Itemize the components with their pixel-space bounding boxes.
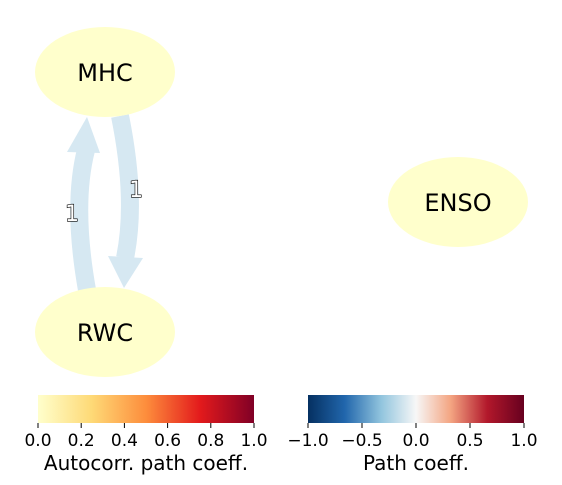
path-tick-4: 1.0 — [510, 431, 537, 451]
node-label-rwc: RWC — [77, 319, 133, 347]
node-label-mhc: MHC — [77, 59, 133, 87]
colorbar-path-title: Path coeff. — [363, 451, 469, 475]
colorbar-autocorr: 0.0 0.2 0.4 0.6 0.8 1.0 Autocorr. path c… — [24, 395, 268, 475]
autocorr-tick-5: 1.0 — [240, 431, 267, 451]
path-tick-1: −0.5 — [341, 431, 382, 451]
path-tick-0: −1.0 — [287, 431, 328, 451]
colorbar-autocorr-title: Autocorr. path coeff. — [44, 451, 248, 475]
autocorr-tick-0: 0.0 — [24, 431, 51, 451]
node-label-enso: ENSO — [424, 189, 491, 217]
autocorr-tick-1: 0.2 — [68, 431, 95, 451]
colorbar-autocorr-gradient — [38, 395, 254, 423]
colorbar-path-gradient — [308, 395, 524, 423]
colorbar-path: −1.0 −0.5 0.0 0.5 1.0 Path coeff. — [287, 395, 538, 475]
node-enso[interactable]: ENSO — [388, 157, 528, 247]
autocorr-tick-2: 0.4 — [111, 431, 138, 451]
path-tick-3: 0.5 — [456, 431, 483, 451]
autocorr-tick-3: 0.6 — [154, 431, 181, 451]
edge-mhc-to-rwc — [108, 114, 143, 288]
edge-label-mhc-rwc: 1 — [129, 178, 143, 203]
autocorr-tick-4: 0.8 — [197, 431, 224, 451]
path-tick-2: 0.0 — [402, 431, 429, 451]
edge-label-rwc-mhc: 1 — [65, 202, 79, 227]
edge-rwc-to-mhc — [67, 117, 100, 292]
node-mhc[interactable]: MHC — [35, 27, 175, 117]
node-rwc[interactable]: RWC — [35, 287, 175, 377]
